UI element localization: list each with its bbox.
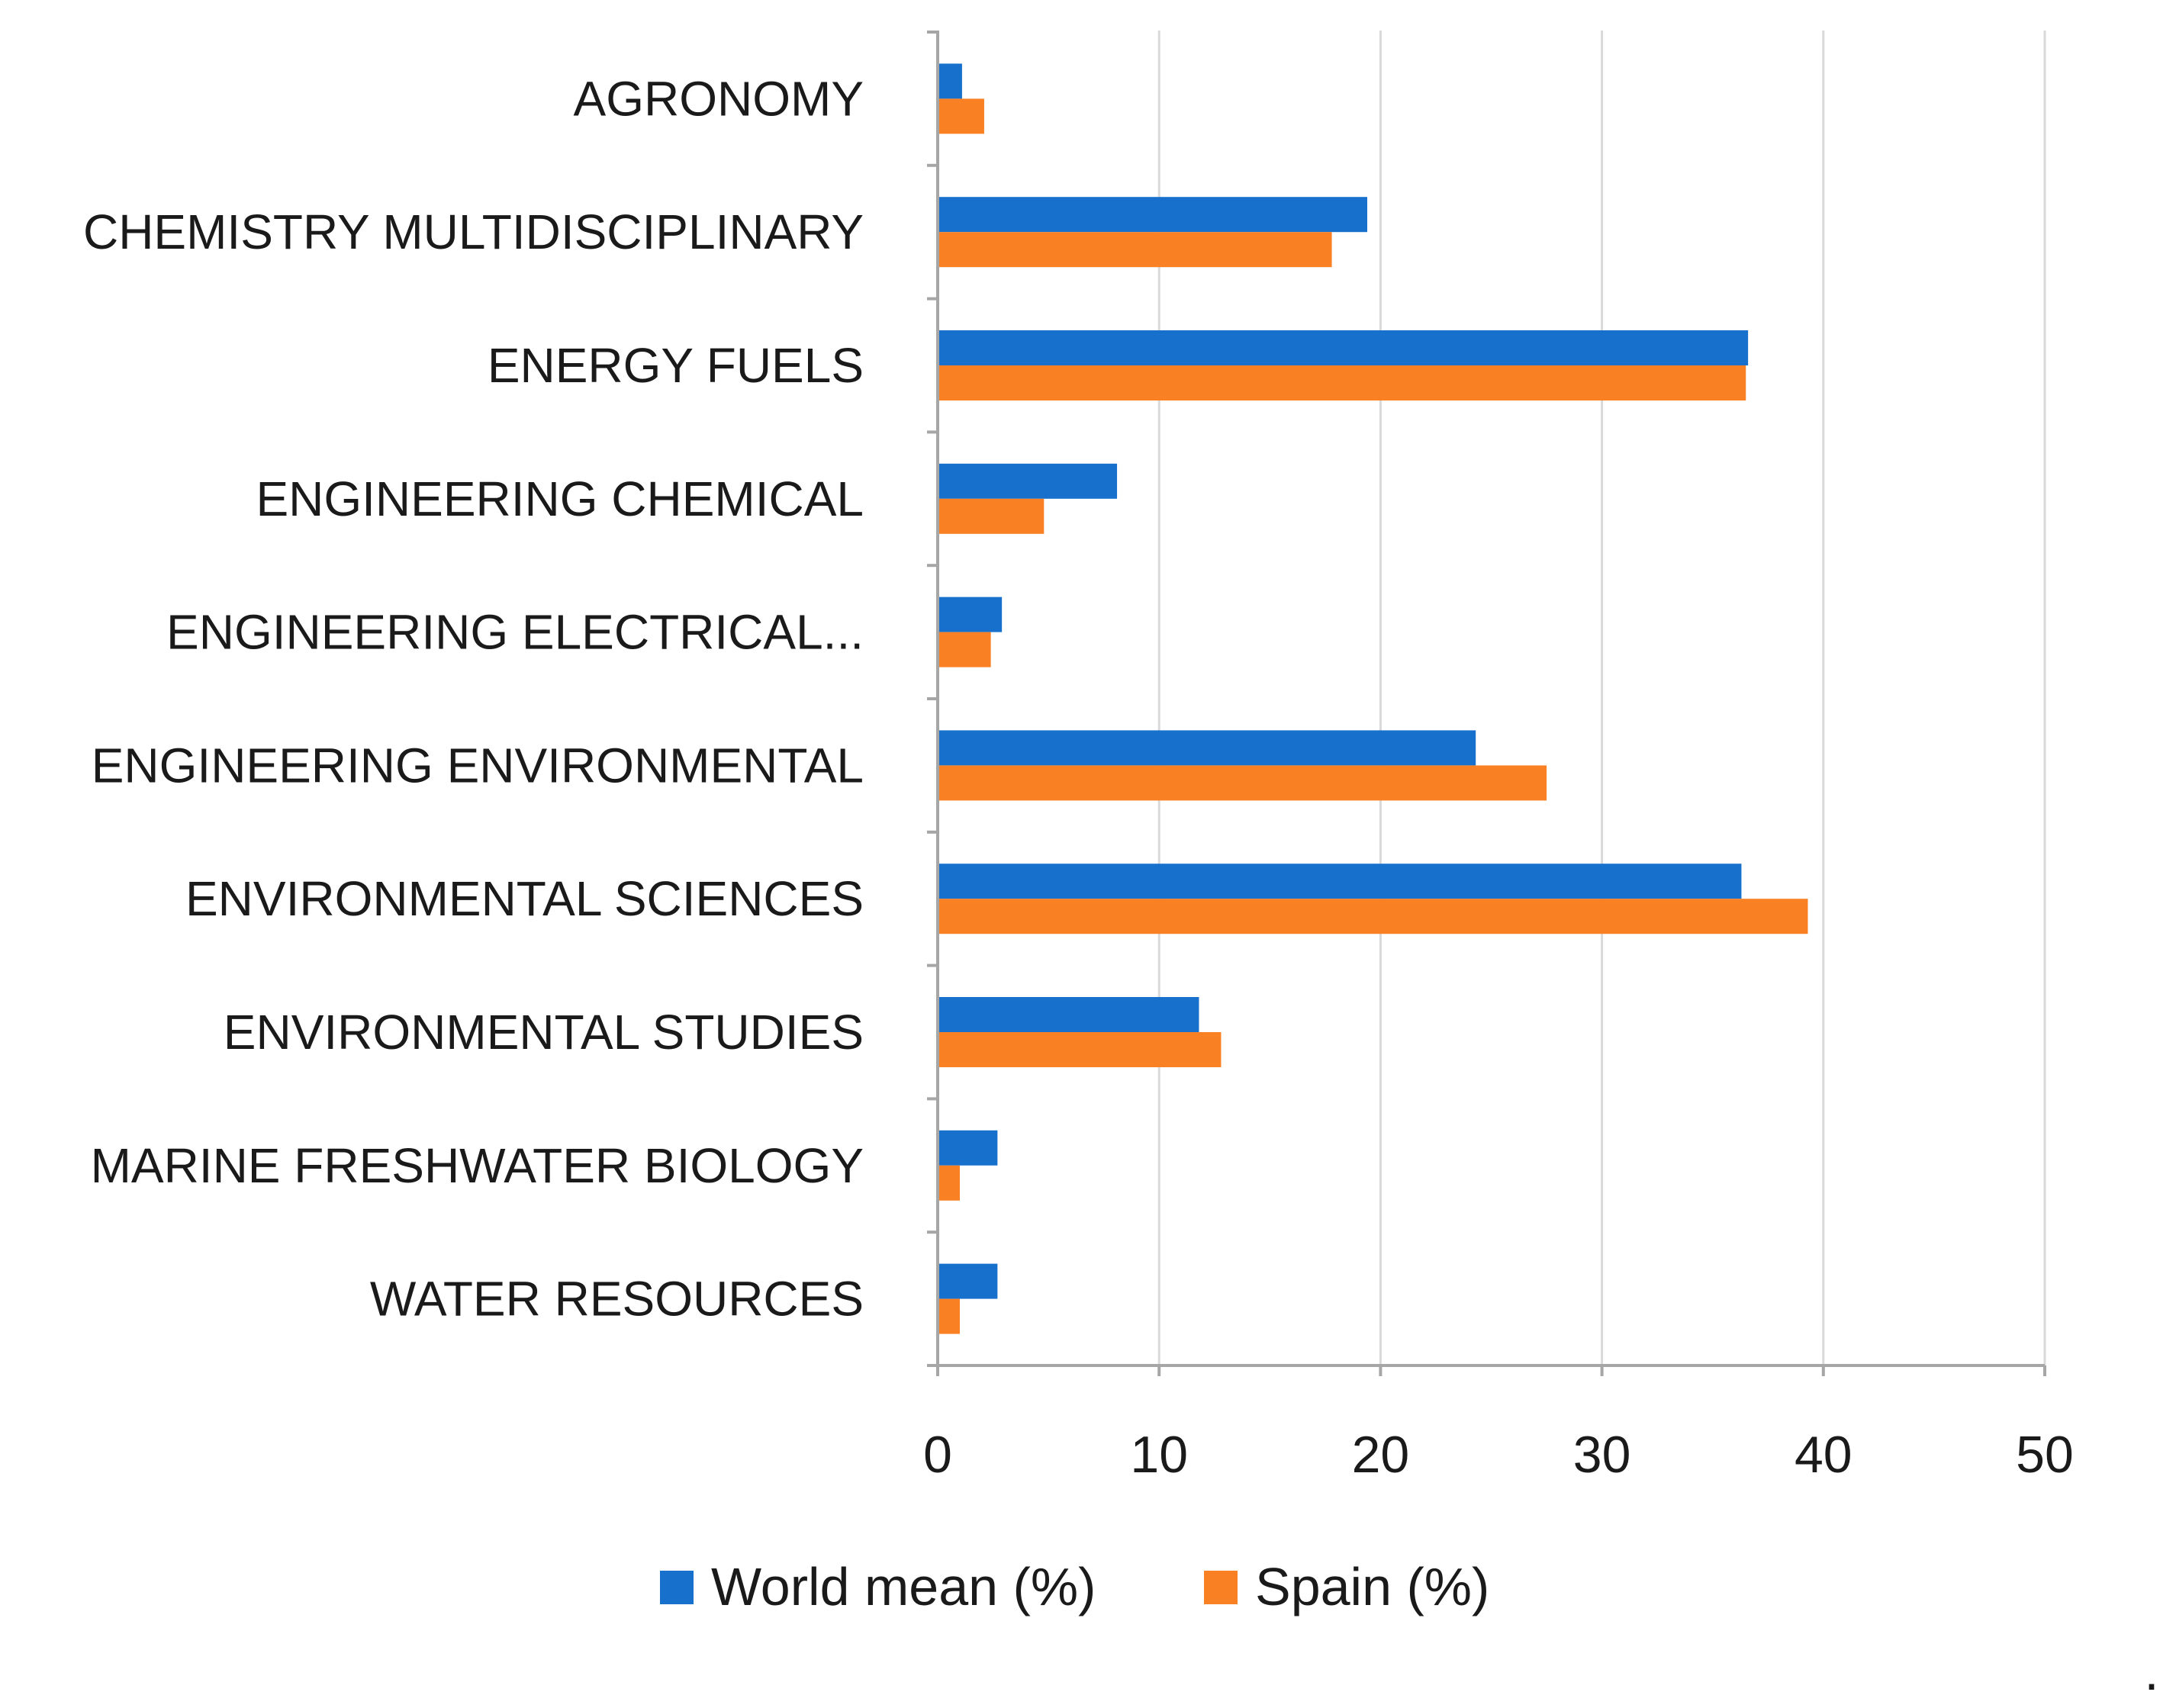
x-tick-label-20: 20 <box>1352 1426 1410 1484</box>
bar-spain-9 <box>938 1298 961 1334</box>
x-tick-label-10: 10 <box>1130 1426 1188 1484</box>
category-label-1: CHEMISTRY MULTIDISCIPLINARY <box>83 204 864 259</box>
bar-world-0 <box>938 63 962 99</box>
bar-world-6 <box>938 864 1742 899</box>
bar-world-3 <box>938 463 1118 499</box>
bar-spain-7 <box>938 1032 1222 1067</box>
bar-spain-2 <box>938 365 1746 400</box>
category-label-4: ENGINEERING ELECTRICAL... <box>166 605 864 660</box>
x-tick-label-0: 0 <box>923 1426 952 1484</box>
x-tick-label-50: 50 <box>2016 1426 2074 1484</box>
category-label-8: MARINE FRESHWATER BIOLOGY <box>91 1138 864 1193</box>
legend-label-spain: Spain (%) <box>1255 1557 1489 1616</box>
x-tick-labels: 0 10 20 30 40 50 <box>923 1426 2074 1484</box>
legend-swatch-world <box>660 1571 694 1604</box>
bar-spain-1 <box>938 232 1332 268</box>
bar-world-9 <box>938 1263 998 1299</box>
bars <box>938 63 1808 1334</box>
bar-world-5 <box>938 730 1476 766</box>
bar-spain-0 <box>938 98 984 134</box>
gridlines <box>1157 31 2046 1365</box>
bar-world-2 <box>938 330 1749 365</box>
bar-spain-3 <box>938 498 1045 534</box>
category-label-6: ENVIRONMENTAL SCIENCES <box>185 871 864 926</box>
category-label-9: WATER RESOURCES <box>370 1272 864 1327</box>
category-label-7: ENVIRONMENTAL STUDIES <box>224 1005 864 1060</box>
legend: World mean (%) Spain (%) <box>660 1557 1489 1616</box>
bar-world-7 <box>938 997 1199 1032</box>
axes <box>927 31 2046 1376</box>
bar-spain-8 <box>938 1165 961 1201</box>
footnote-dot: . <box>2144 1642 2158 1701</box>
category-label-2: ENERGY FUELS <box>488 338 864 393</box>
x-tick-label-40: 40 <box>1795 1426 1852 1484</box>
x-tick-label-30: 30 <box>1573 1426 1631 1484</box>
bar-spain-4 <box>938 632 991 667</box>
bar-world-1 <box>938 197 1367 233</box>
bar-spain-6 <box>938 899 1808 934</box>
category-label-0: AGRONOMY <box>574 71 864 126</box>
bar-world-4 <box>938 597 1003 632</box>
legend-swatch-spain <box>1204 1571 1238 1604</box>
category-label-5: ENGINEERING ENVIRONMENTAL <box>92 738 864 793</box>
category-labels: AGRONOMY CHEMISTRY MULTIDISCIPLINARY ENERG… <box>83 71 864 1326</box>
bar-world-8 <box>938 1130 998 1166</box>
bar-spain-5 <box>938 765 1547 801</box>
legend-label-world: World mean (%) <box>711 1557 1096 1616</box>
category-label-3: ENGINEERING CHEMICAL <box>256 471 864 526</box>
